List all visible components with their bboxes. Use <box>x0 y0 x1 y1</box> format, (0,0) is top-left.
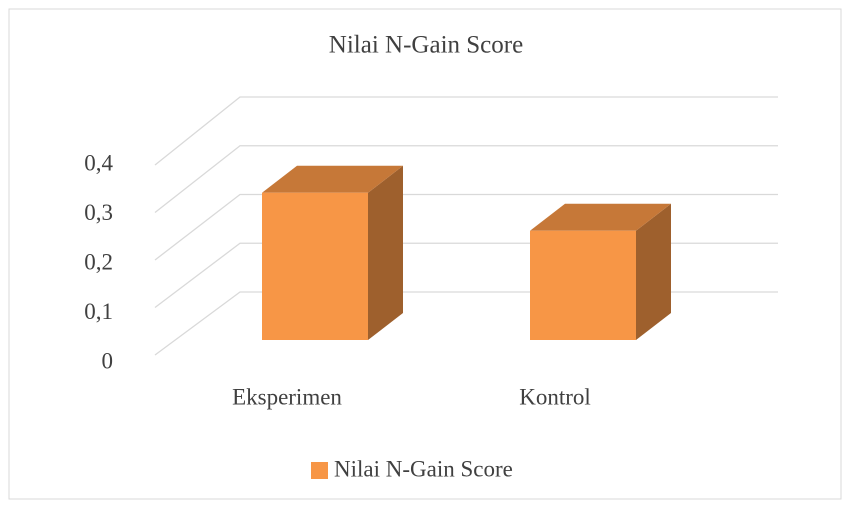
x-tick-label: Kontrol <box>519 384 591 409</box>
grid-line <box>154 193 778 261</box>
y-tick-label: 0,4 <box>84 150 113 175</box>
legend-label: Nilai N-Gain Score <box>334 456 513 481</box>
y-tick-label: 0,2 <box>84 249 113 274</box>
legend-swatch <box>311 462 328 479</box>
grid-line <box>154 145 778 214</box>
bar-side <box>636 203 671 340</box>
bar-side <box>368 165 403 340</box>
bar-top <box>262 165 403 193</box>
y-tick-label: 0,1 <box>84 299 113 324</box>
bar <box>530 230 636 340</box>
bar-top <box>530 203 671 231</box>
grid-line <box>154 96 778 166</box>
y-tick-label: 0 <box>102 348 114 373</box>
bar <box>262 192 368 340</box>
y-tick-label: 0,3 <box>84 200 113 225</box>
chart-title: Nilai N-Gain Score <box>329 32 523 59</box>
x-tick-label: Eksperimen <box>232 384 342 409</box>
chart-frame <box>8 8 842 500</box>
